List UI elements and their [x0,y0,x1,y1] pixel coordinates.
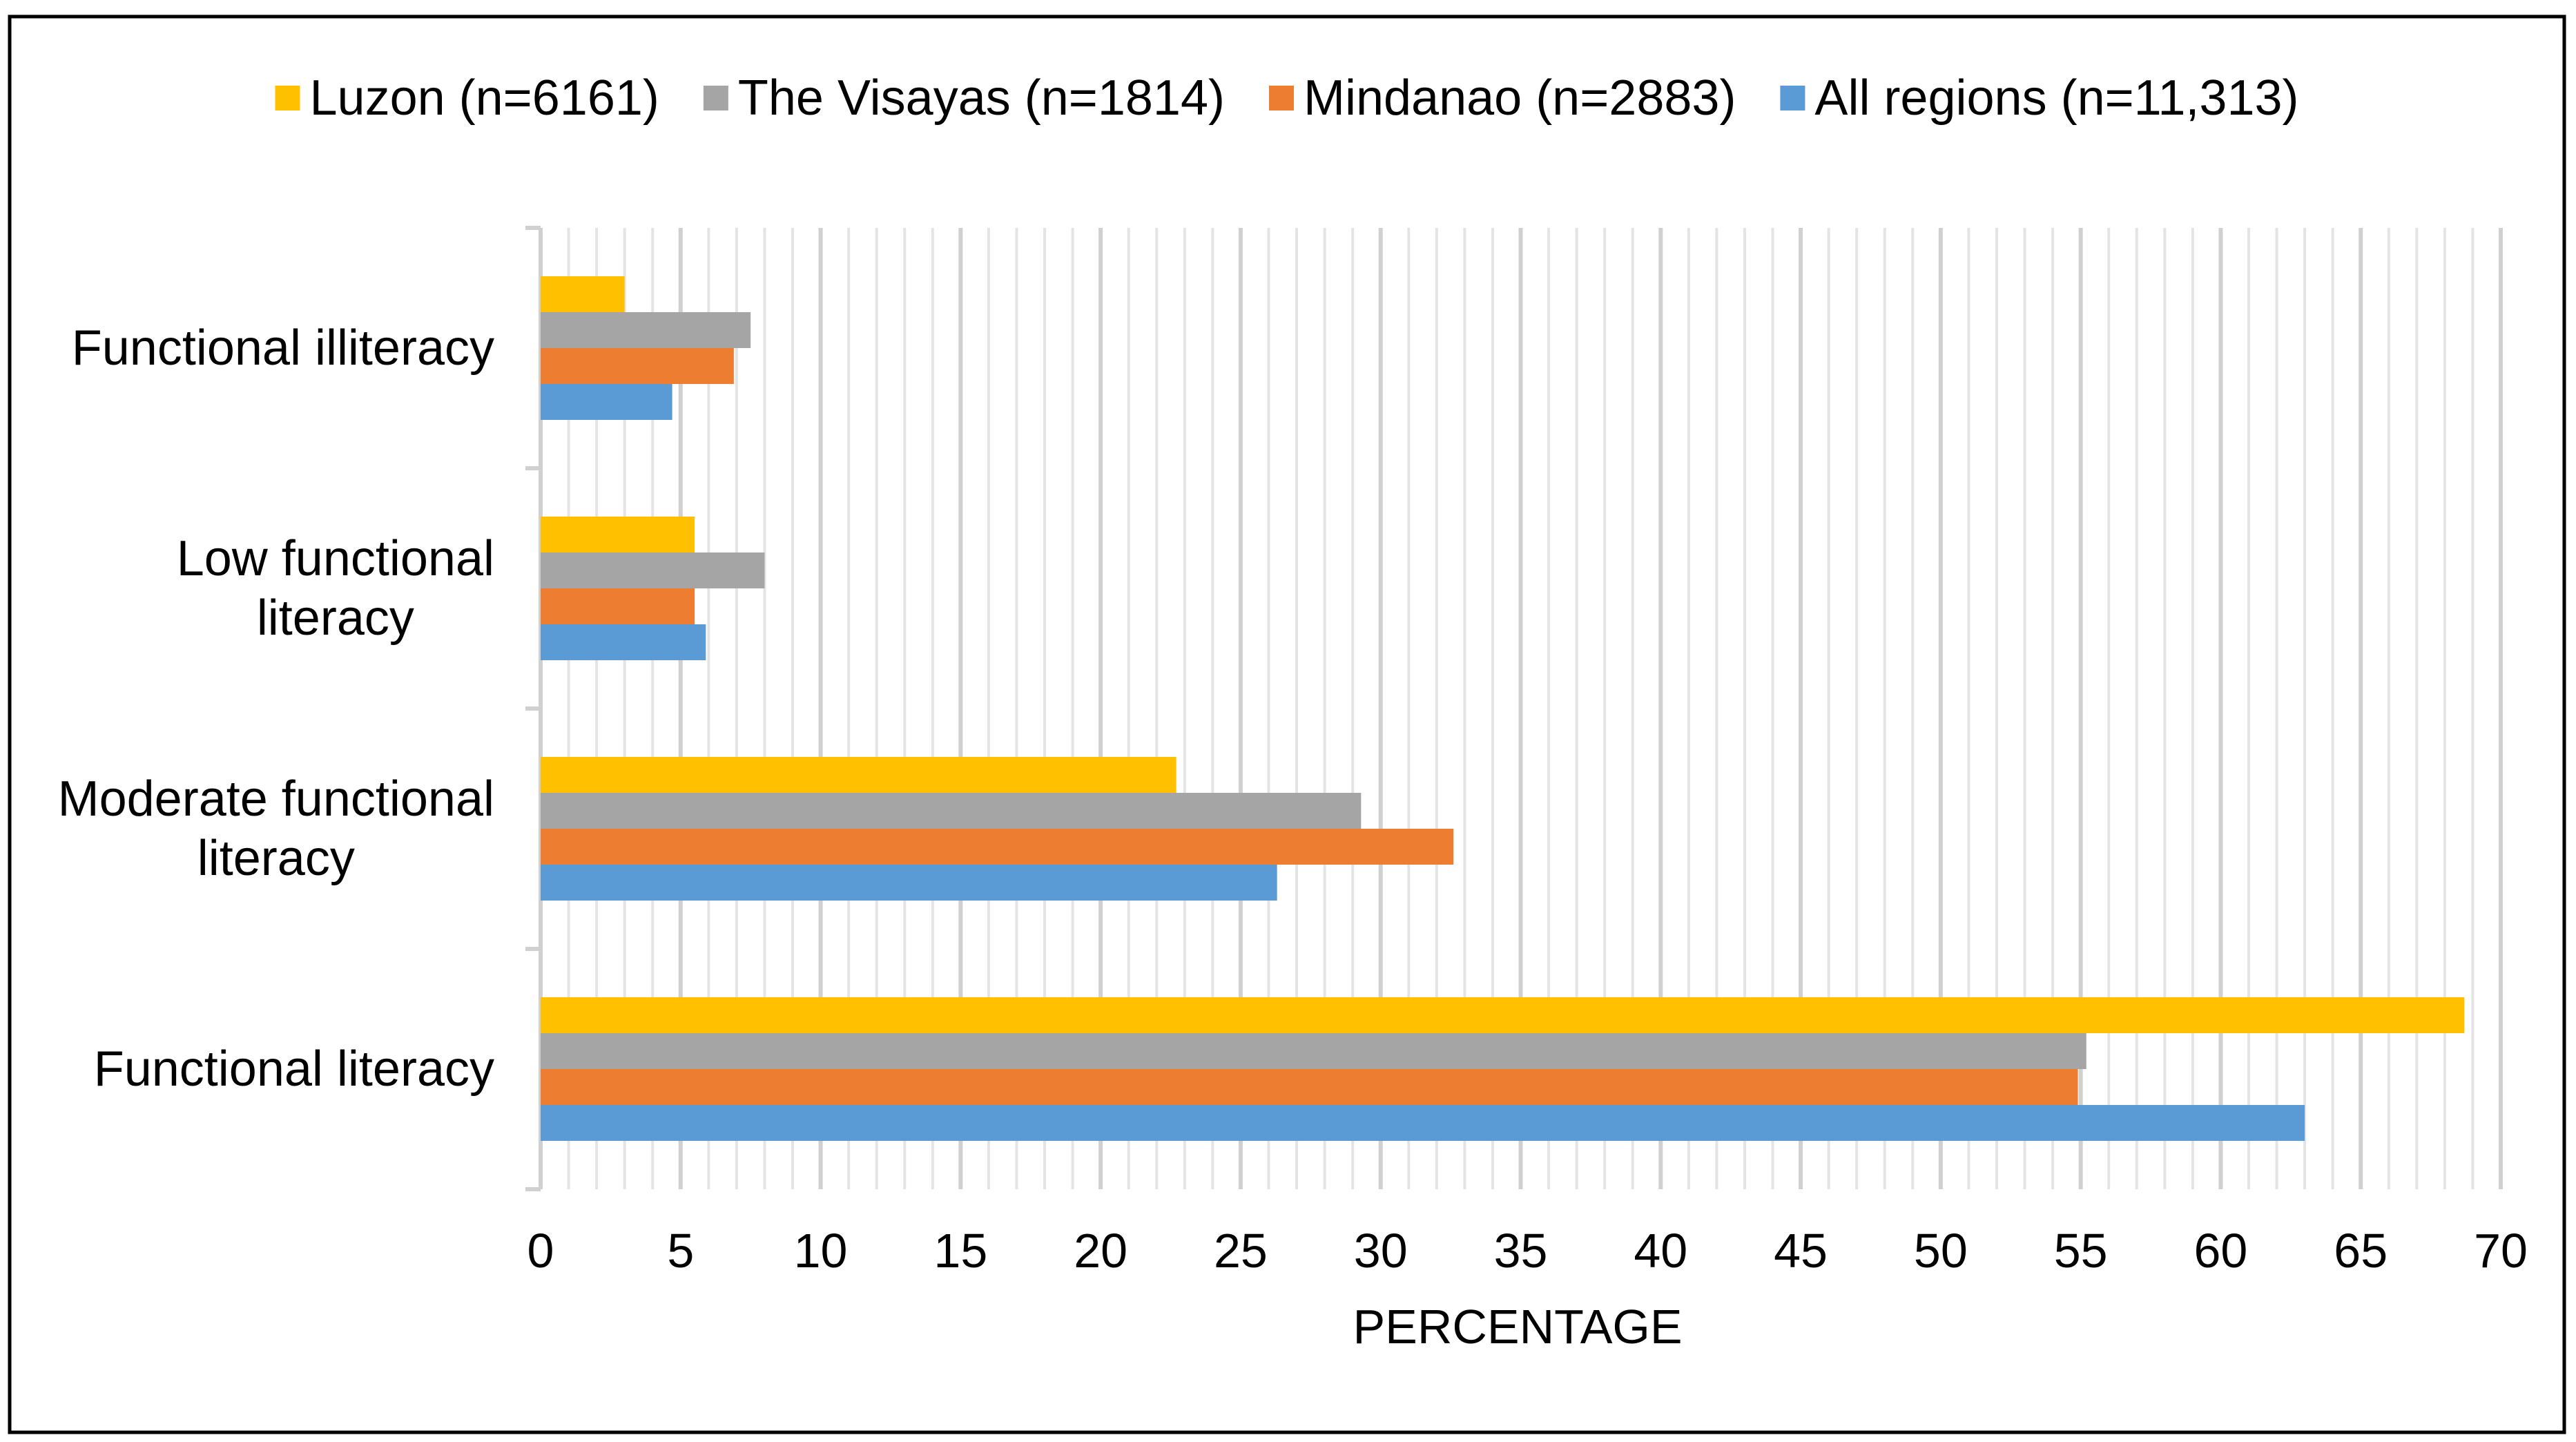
bar-group-low-functional-literacy [541,517,765,660]
x-tick-label: 30 [1354,1224,1408,1278]
category-label: literacy [257,590,414,646]
bar [541,517,695,552]
x-tick-labels: 0 5 10 15 20 25 30 35 40 45 50 55 60 65 70 [527,1224,2528,1278]
bar [541,1105,2305,1141]
x-tick-label: 40 [1634,1224,1687,1278]
x-tick-label: 25 [1214,1224,1268,1278]
x-tick-label: 10 [794,1224,848,1278]
x-tick-label: 0 [527,1224,554,1278]
legend-swatch [1268,86,1294,110]
bar [541,552,765,588]
bar [541,757,1176,793]
bar [541,1033,2086,1069]
bar-group-functional-illiteracy [541,276,751,420]
bar [541,588,695,624]
bar [541,276,625,312]
bar [541,312,751,348]
bar [541,793,1362,829]
bar-group-functional-literacy [541,997,2465,1141]
legend: Luzon (n=6161) The Visayas (n=1814) Mindan… [275,70,2299,126]
x-tick-label: 20 [1074,1224,1127,1278]
x-tick-label: 70 [2474,1224,2528,1278]
x-tick-label: 60 [2194,1224,2247,1278]
x-tick-label: 65 [2334,1224,2388,1278]
legend-label: The Visayas (n=1814) [738,70,1225,126]
x-tick-label: 45 [1774,1224,1828,1278]
x-tick-label: 55 [2054,1224,2108,1278]
bar [541,997,2465,1033]
x-tick-label: 50 [1914,1224,1968,1278]
bar-group-moderate-functional-literacy [541,757,1454,901]
bars [541,276,2465,1141]
legend-swatch [275,86,300,110]
bar [541,865,1277,901]
x-tick-label: 15 [933,1224,987,1278]
legend-label: All regions (n=11,313) [1814,70,2298,126]
legend-label: Luzon (n=6161) [309,70,659,126]
x-tick-label: 35 [1494,1224,1548,1278]
legend-swatch [703,86,728,110]
x-axis-title: PERCENTAGE [1353,1300,1682,1354]
bar [541,1069,2078,1105]
category-label: Low functional [177,531,494,586]
legend-label: Mindanao (n=2883) [1304,70,1736,126]
category-label: Functional illiteracy [72,320,494,376]
legend-swatch [1780,86,1805,110]
bar [541,384,672,420]
chart-border [8,15,2566,1434]
category-label: Functional literacy [94,1041,494,1097]
category-label: Moderate functional [58,771,494,827]
category-label: literacy [197,831,355,886]
x-tick-label: 5 [667,1224,694,1278]
bar [541,624,706,660]
bar [541,829,1454,865]
bar [541,348,734,384]
